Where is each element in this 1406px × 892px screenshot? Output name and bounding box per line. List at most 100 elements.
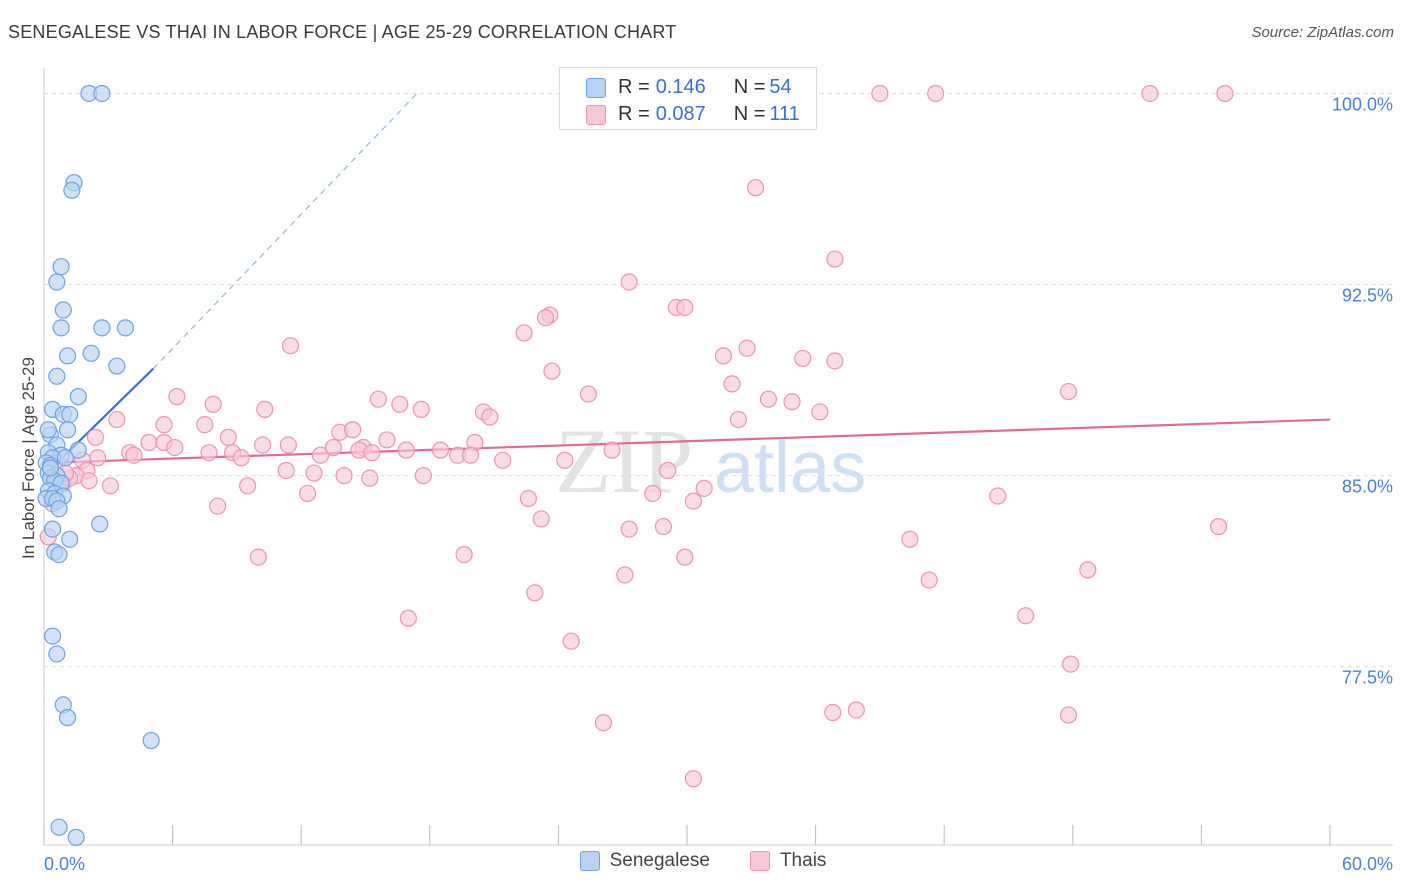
thais-point <box>543 362 561 380</box>
thais-point <box>239 477 257 495</box>
senegalese-swatch <box>586 77 606 98</box>
senegalese-point <box>54 301 72 319</box>
thais-point <box>1017 607 1035 625</box>
senegalese-point <box>48 273 66 291</box>
thais-point <box>562 632 580 650</box>
thais-point <box>1059 706 1078 724</box>
thais-point <box>526 584 544 602</box>
senegalese-point <box>142 731 160 750</box>
chart-title: SENEGALESE VS THAI IN LABOR FORCE | AGE … <box>8 22 677 42</box>
senegalese-point <box>50 818 68 836</box>
thais-point <box>80 472 98 490</box>
thais-point <box>311 446 330 464</box>
y-tick-label: 77.5% <box>1342 668 1393 688</box>
y-tick-label: 85.0% <box>1342 477 1393 497</box>
x-tick-label: 60.0% <box>1342 854 1393 874</box>
senegalese-point <box>50 500 68 518</box>
senegalese-point <box>52 258 70 276</box>
thais-point <box>824 703 842 722</box>
thais-point <box>281 337 300 355</box>
thais-point <box>616 566 634 584</box>
thais-point <box>920 571 938 589</box>
legend-item-thais[interactable]: Thais <box>749 850 826 872</box>
thais-point <box>1059 382 1078 401</box>
thais-point <box>494 451 512 469</box>
thais-point <box>140 433 158 452</box>
watermark-atlas: atlas <box>714 428 866 508</box>
n-value: 54 <box>769 76 792 98</box>
thais-point <box>620 520 638 538</box>
thais-point <box>847 701 865 719</box>
senegalese-point <box>48 367 66 385</box>
thais-point <box>676 548 694 566</box>
r-label: R = <box>618 103 650 125</box>
thais-point <box>738 339 756 357</box>
thais-point <box>783 393 801 411</box>
thais-point <box>431 441 450 459</box>
thais-point <box>901 530 919 548</box>
thais-point <box>125 446 143 464</box>
thais-point <box>455 545 473 564</box>
r-value: 0.087 <box>655 103 706 125</box>
thais-point <box>594 714 613 732</box>
thais-point <box>746 179 765 197</box>
thais-point <box>369 390 387 408</box>
thais-point <box>1209 517 1228 536</box>
thais-point <box>519 489 537 508</box>
thais-point <box>299 484 317 503</box>
senegalese-point <box>69 388 87 406</box>
thais-point <box>654 517 673 536</box>
senegalese-point <box>43 520 62 538</box>
thais-point <box>515 324 533 342</box>
thais-point <box>826 352 844 370</box>
thais-point <box>279 436 297 454</box>
thais-point <box>168 388 186 406</box>
legend-item-senegalese[interactable]: Senegalese <box>579 850 710 872</box>
thais-point <box>811 403 829 421</box>
senegalese-point <box>61 405 79 424</box>
thais-point <box>101 477 120 495</box>
thais-trend-line <box>43 418 1331 464</box>
thais-point <box>481 408 499 426</box>
senegalese-point <box>48 645 66 663</box>
senegalese-point <box>58 709 77 727</box>
senegalese-trend-extension <box>152 93 418 370</box>
thais-point <box>414 467 432 485</box>
thais-point <box>249 548 267 566</box>
source-label: Source: ZipAtlas.com <box>1251 24 1394 41</box>
thais-point <box>644 484 662 503</box>
thais-point <box>620 273 638 291</box>
stats-row-thais: R = 0.087 N = 111 <box>586 103 800 126</box>
thais-point <box>794 349 812 368</box>
thais-point <box>361 469 379 487</box>
senegalese-point <box>61 530 79 548</box>
thais-point <box>277 461 295 480</box>
thais-point <box>209 497 227 515</box>
data-points <box>37 84 1234 846</box>
thais-point <box>759 390 778 408</box>
senegalese-point <box>43 627 62 645</box>
thais-point <box>412 400 430 418</box>
thais-point <box>603 441 621 459</box>
thais-point <box>659 461 677 480</box>
thais-point <box>1062 655 1080 673</box>
senegalese-point <box>58 347 77 365</box>
senegalese-point <box>93 84 111 103</box>
senegalese-point <box>67 828 85 846</box>
thais-point <box>204 395 222 413</box>
senegalese-point <box>63 181 81 199</box>
senegalese-point <box>108 357 126 375</box>
thais-point <box>676 298 694 317</box>
tick-labels: 77.5% 85.0% 92.5% 100.0% 0.0% 60.0% <box>44 94 1393 874</box>
thais-point <box>155 416 173 434</box>
thais-point <box>391 395 409 413</box>
watermark-zip: ZIP <box>555 410 693 512</box>
y-tick-label: 100.0% <box>1332 94 1393 114</box>
thais-point <box>1216 84 1234 103</box>
senegalese-point <box>91 515 109 533</box>
thais-point <box>108 410 126 429</box>
thais-point <box>232 449 250 467</box>
thais-point <box>196 416 214 434</box>
thais-point <box>729 410 748 429</box>
